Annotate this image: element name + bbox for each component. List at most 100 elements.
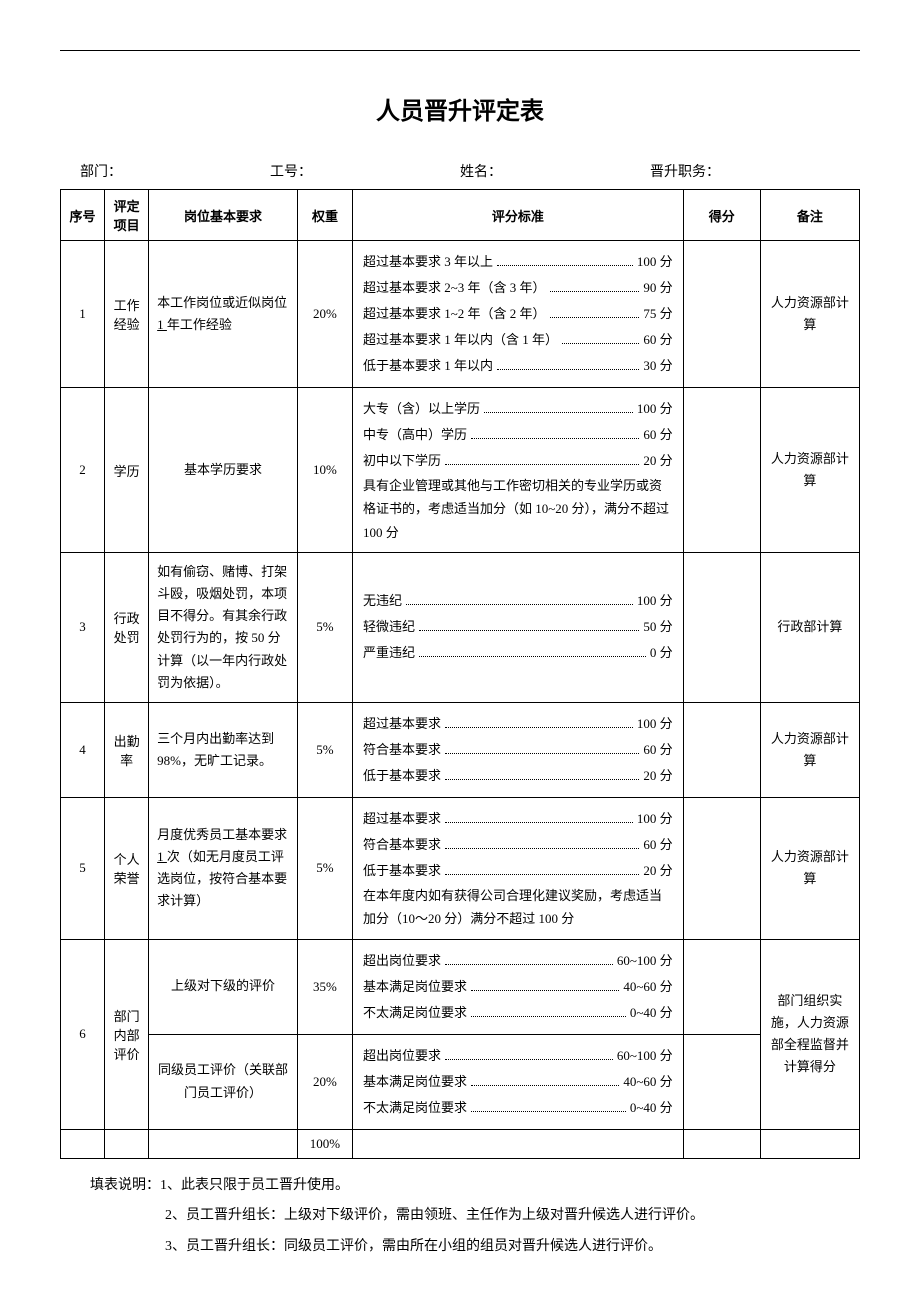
cell-criteria: 无违纪100 分轻微违纪50 分严重违纪0 分 [353, 553, 684, 703]
cell-weight: 5% [297, 702, 352, 797]
criteria-score: 0 分 [650, 640, 673, 666]
criteria-line: 超出岗位要求 60~100 分 [363, 1043, 673, 1069]
criteria-label: 超出岗位要求 [363, 1043, 441, 1069]
criteria-score: 60 分 [643, 737, 672, 763]
criteria-fill [550, 306, 640, 318]
form-notes: 填表说明：1、此表只限于员工晋升使用。 2、员工晋升组长：上级对下级评价，需由领… [60, 1171, 860, 1263]
cell-note: 人力资源部计算 [760, 797, 859, 939]
cell-seq: 3 [61, 553, 105, 703]
cell-score [683, 553, 760, 703]
criteria-label: 基本满足岗位要求 [363, 974, 467, 1000]
criteria-label: 轻微违纪 [363, 614, 415, 640]
criteria-fill [406, 594, 633, 606]
cell-req: 同级员工评价（关联部门员工评价） [149, 1034, 298, 1129]
criteria-score: 100 分 [637, 249, 673, 275]
criteria-fill [445, 863, 639, 875]
cell-seq [61, 1129, 105, 1158]
criteria-line: 初中以下学历20 分 [363, 448, 673, 474]
criteria-fill [497, 358, 639, 370]
criteria-label: 超过基本要求 [363, 711, 441, 737]
criteria-fill [471, 427, 639, 439]
cell-criteria: 超出岗位要求60~100 分基本满足岗位要求40~60 分不太满足岗位要求0~4… [353, 939, 684, 1034]
cell-item: 出勤率 [105, 702, 149, 797]
cell-req [149, 1129, 298, 1158]
cell-criteria: 超过基本要求100 分符合基本要求60 分低于基本要求20 分在本年度内如有获得… [353, 797, 684, 939]
criteria-label: 超出岗位要求 [363, 948, 441, 974]
criteria-label: 不太满足岗位要求 [363, 1095, 467, 1121]
criteria-line: 超过基本要求 1 年以内（含 1 年）60 分 [363, 327, 673, 353]
criteria-score: 100 分 [637, 588, 673, 614]
criteria-fill [484, 401, 633, 413]
criteria-fill [445, 837, 639, 849]
criteria-score: 60~100 分 [617, 948, 673, 974]
cell-score [683, 797, 760, 939]
cell-weight: 20% [297, 1034, 352, 1129]
col-weight: 权重 [297, 190, 352, 241]
criteria-label: 初中以下学历 [363, 448, 441, 474]
criteria-label: 超过基本要求 2~3 年（含 3 年） [363, 275, 546, 301]
criteria-fill [550, 280, 640, 292]
table-row: 2学历基本学历要求10%大专（含）以上学历100 分中专（高中）学历60 分初中… [61, 388, 860, 553]
criteria-line: 超过基本要求100 分 [363, 711, 673, 737]
cell-score [683, 1129, 760, 1158]
criteria-line: 不太满足岗位要求0~40 分 [363, 1095, 673, 1121]
criteria-line: 基本满足岗位要求 40~60 分 [363, 974, 673, 1000]
criteria-score: 60~100 分 [617, 1043, 673, 1069]
table-row: 3行政处罚如有偷窃、赌博、打架斗殴，吸烟处罚，本项目不得分。有其余行政处罚行为的… [61, 553, 860, 703]
criteria-line: 严重违纪0 分 [363, 640, 673, 666]
criteria-line: 符合基本要求 60 分 [363, 832, 673, 858]
cell-item: 学历 [105, 388, 149, 553]
cell-weight: 5% [297, 797, 352, 939]
col-criteria: 评分标准 [353, 190, 684, 241]
cell-score [683, 939, 760, 1034]
cell-score [683, 388, 760, 553]
criteria-fill [471, 1074, 619, 1086]
criteria-note: 在本年度内如有获得公司合理化建议奖励，考虑适当加分（10～20 分）满分不超过 … [363, 884, 673, 931]
cell-item: 个人荣誉 [105, 797, 149, 939]
criteria-label: 低于基本要求 1 年以内 [363, 353, 493, 379]
criteria-score: 90 分 [643, 275, 672, 301]
criteria-label: 基本满足岗位要求 [363, 1069, 467, 1095]
cell-score [683, 1034, 760, 1129]
cell-req: 三个月内出勤率达到98%，无旷工记录。 [149, 702, 298, 797]
criteria-label: 符合基本要求 [363, 832, 441, 858]
criteria-fill [445, 453, 639, 465]
criteria-fill [471, 1100, 626, 1112]
criteria-score: 60 分 [643, 832, 672, 858]
name-field: 姓名： [460, 161, 650, 181]
criteria-fill [419, 646, 646, 658]
cell-criteria [353, 1129, 684, 1158]
form-header: 部门： 工号： 姓名： 晋升职务： [60, 161, 860, 181]
cell-note: 人力资源部计算 [760, 702, 859, 797]
cell-note: 人力资源部计算 [760, 388, 859, 553]
criteria-label: 低于基本要求 [363, 858, 441, 884]
cell-item [105, 1129, 149, 1158]
cell-weight: 20% [297, 241, 352, 388]
table-row: 6部门内部评价上级对下级的评价35%超出岗位要求60~100 分基本满足岗位要求… [61, 939, 860, 1034]
cell-req: 月度优秀员工基本要求 1 次（如无月度员工评选岗位，按符合基本要求计算） [149, 797, 298, 939]
criteria-score: 40~60 分 [623, 974, 672, 1000]
top-divider [60, 50, 860, 51]
cell-weight: 35% [297, 939, 352, 1034]
cell-req: 如有偷窃、赌博、打架斗殴，吸烟处罚，本项目不得分。有其余行政处罚行为的，按 50… [149, 553, 298, 703]
cell-req: 上级对下级的评价 [149, 939, 298, 1034]
criteria-score: 60 分 [643, 327, 672, 353]
table-header-row: 序号 评定项目 岗位基本要求 权重 评分标准 得分 备注 [61, 190, 860, 241]
note-line-3: 3、员工晋升组长：同级员工评价，需由所在小组的组员对晋升候选人进行评价。 [90, 1232, 860, 1263]
criteria-label: 低于基本要求 [363, 763, 441, 789]
criteria-note: 具有企业管理或其他与工作密切相关的专业学历或资格证书的，考虑适当加分（如 10~… [363, 474, 673, 544]
criteria-line: 中专（高中）学历60 分 [363, 422, 673, 448]
criteria-fill [445, 811, 633, 823]
criteria-line: 符合基本要求 60 分 [363, 737, 673, 763]
total-row: 100% [61, 1129, 860, 1158]
criteria-score: 20 分 [643, 763, 672, 789]
cell-criteria: 超过基本要求 3 年以上100 分超过基本要求 2~3 年（含 3 年）90 分… [353, 241, 684, 388]
criteria-fill [471, 1005, 626, 1017]
criteria-fill [497, 254, 633, 266]
criteria-fill [445, 953, 613, 965]
cell-note [760, 1129, 859, 1158]
cell-seq: 4 [61, 702, 105, 797]
criteria-label: 符合基本要求 [363, 737, 441, 763]
criteria-line: 超出岗位要求 60~100 分 [363, 948, 673, 974]
cell-score [683, 241, 760, 388]
